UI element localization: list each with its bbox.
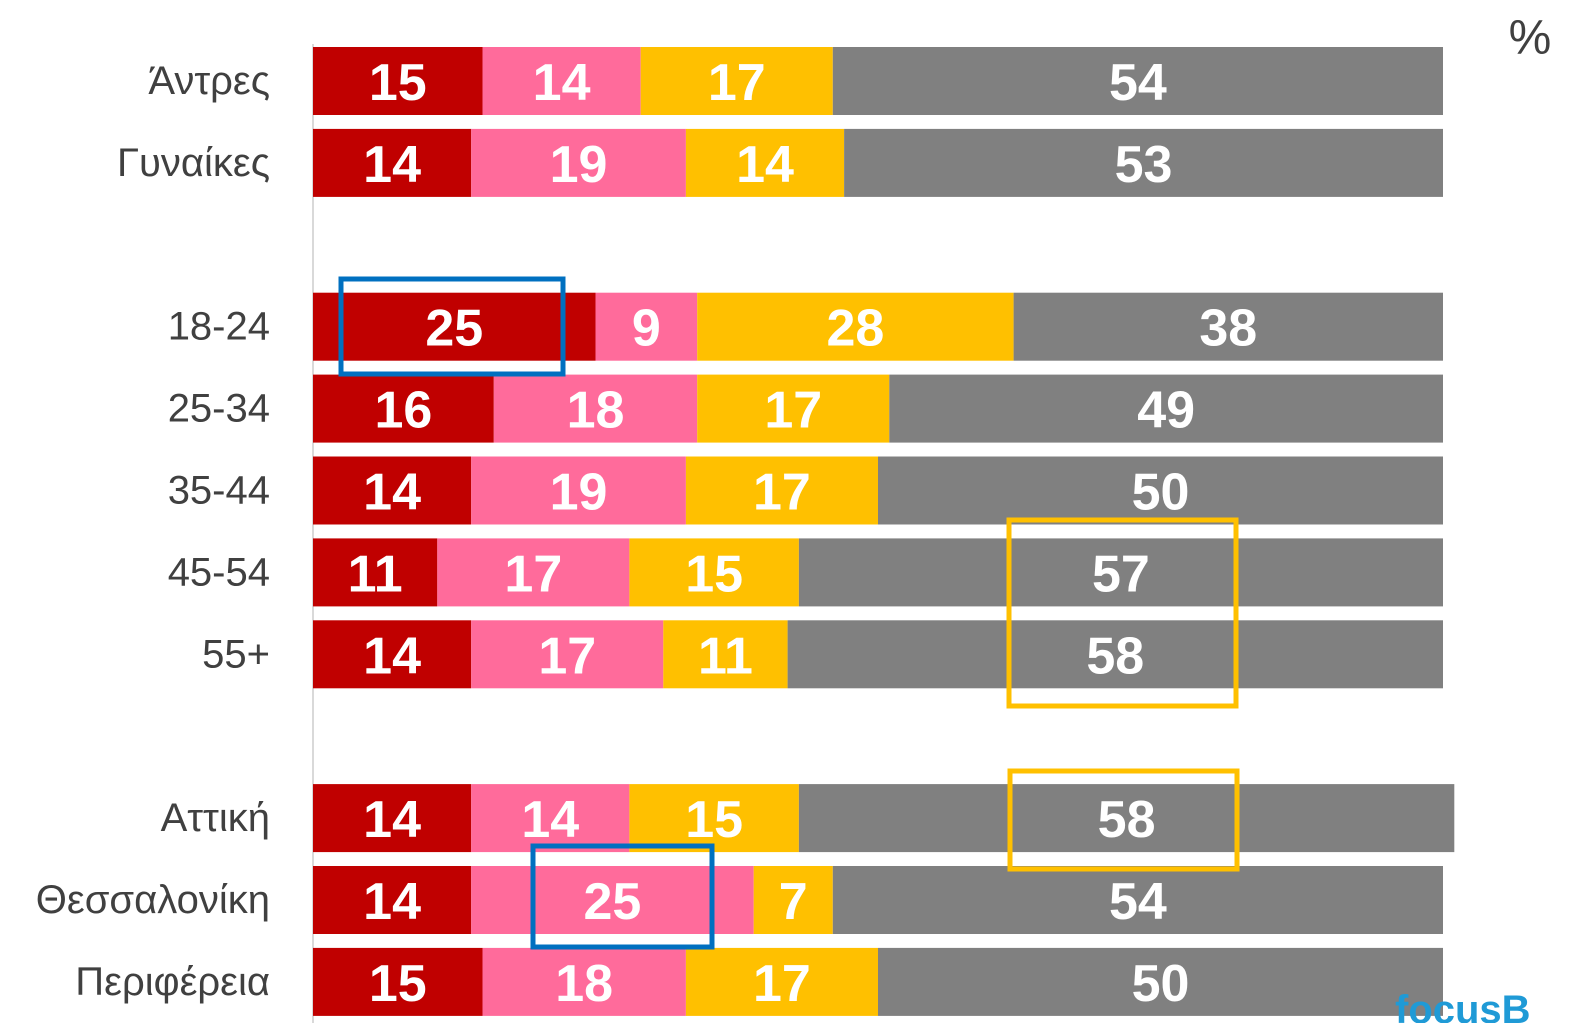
- bar-segment: [313, 374, 494, 443]
- bar-segment: [798, 784, 1455, 853]
- value-label: 58: [1098, 791, 1156, 849]
- value-label: 17: [708, 54, 766, 112]
- value-label: 19: [550, 464, 608, 522]
- bar-segment: [313, 292, 596, 361]
- value-label: 7: [779, 873, 808, 931]
- value-label: 14: [363, 791, 421, 849]
- bar-segment: [844, 128, 1443, 197]
- category-label: Γυναίκες: [117, 141, 270, 185]
- category-label: Περιφέρεια: [75, 960, 270, 1004]
- bar-segment: [697, 374, 890, 443]
- value-label: 38: [1199, 300, 1257, 358]
- bar-segment: [878, 456, 1443, 525]
- bars: Άντρες 15 14 17 54 Γυναίκες 14 19 14 53 18-24 25 9 28…: [36, 47, 1455, 1016]
- bar-segment: [471, 620, 664, 689]
- bar-segment: [1013, 292, 1443, 361]
- bar-segment: [697, 292, 1014, 361]
- value-label: 57: [1092, 545, 1150, 603]
- highlight-box: [1006, 517, 1239, 709]
- bar-segment: [889, 374, 1443, 443]
- bar-segment: [832, 47, 1443, 115]
- value-label: 15: [685, 545, 743, 603]
- value-label: 17: [753, 955, 811, 1013]
- value-label: 14: [521, 791, 579, 849]
- value-label: 49: [1137, 382, 1195, 440]
- category-label: Άντρες: [148, 59, 270, 103]
- value-label: 53: [1115, 136, 1173, 194]
- bar-segment: [798, 538, 1443, 607]
- value-label: 50: [1132, 955, 1190, 1013]
- bar-segment: [313, 456, 472, 525]
- value-label: 9: [632, 300, 661, 358]
- bar-segment: [313, 866, 472, 934]
- bar-segment: [437, 538, 630, 607]
- value-label: 14: [363, 627, 421, 685]
- bar-segment: [482, 947, 686, 1016]
- highlight-box: [338, 276, 566, 377]
- category-label: 35-44: [168, 469, 270, 513]
- value-label: 17: [764, 382, 822, 440]
- value-label: 25: [584, 873, 642, 931]
- bar-segment: [595, 292, 698, 361]
- value-label: 17: [753, 464, 811, 522]
- bar-segment: [832, 866, 1443, 934]
- value-label: 11: [348, 545, 403, 603]
- bar-segment: [313, 620, 472, 689]
- value-label: 18: [567, 382, 625, 440]
- value-label: 17: [538, 627, 596, 685]
- bar-segment: [313, 47, 483, 115]
- value-label: 14: [363, 464, 421, 522]
- value-label: 16: [374, 382, 432, 440]
- value-label: 15: [685, 791, 743, 849]
- unit-label: %: [1509, 12, 1552, 65]
- bar-segment: [878, 947, 1443, 1016]
- bar-segment: [629, 784, 799, 853]
- bar-segment: [313, 128, 472, 197]
- bar-segment: [663, 620, 788, 689]
- category-label: Θεσσαλονίκη: [36, 878, 270, 922]
- highlight-box: [1007, 768, 1240, 872]
- bar-segment: [471, 784, 630, 853]
- bar-segment: [482, 47, 641, 115]
- value-label: 28: [826, 300, 884, 358]
- category-label: 18-24: [168, 305, 270, 349]
- bar-segment: [313, 947, 483, 1016]
- bar-segment: [640, 47, 833, 115]
- logo: focusB: [1395, 988, 1531, 1023]
- bar-segment: [685, 456, 878, 525]
- bar-segment: [493, 374, 698, 443]
- bar-segment: [685, 128, 845, 197]
- bar-segment: [471, 128, 686, 197]
- value-label: 15: [369, 955, 427, 1013]
- value-label: 15: [369, 54, 427, 112]
- bar-segment: [471, 456, 686, 525]
- bar-segment: [787, 620, 1443, 689]
- bar-segment: [471, 866, 754, 934]
- value-label: 19: [550, 136, 608, 194]
- category-label: 45-54: [168, 550, 270, 594]
- category-label: Αττική: [161, 796, 270, 840]
- value-label: 14: [736, 136, 794, 194]
- value-label: 25: [425, 300, 483, 358]
- category-label: 25-34: [168, 387, 270, 431]
- value-label: 11: [698, 627, 753, 685]
- value-label: 50: [1132, 464, 1190, 522]
- highlight-box: [530, 843, 715, 950]
- value-label: 54: [1109, 873, 1167, 931]
- value-label: 18: [555, 955, 613, 1013]
- category-label: 55+: [202, 632, 270, 676]
- value-label: 54: [1109, 54, 1167, 112]
- value-label: 17: [504, 545, 562, 603]
- bar-segment: [313, 784, 472, 853]
- bar-segment: [685, 947, 878, 1016]
- value-label: 14: [533, 54, 591, 112]
- bar-segment: [753, 866, 833, 934]
- value-label: 14: [363, 136, 421, 194]
- value-label: 14: [363, 873, 421, 931]
- bar-segment: [629, 538, 799, 607]
- bar-segment: [313, 538, 438, 607]
- value-label: 58: [1086, 627, 1144, 685]
